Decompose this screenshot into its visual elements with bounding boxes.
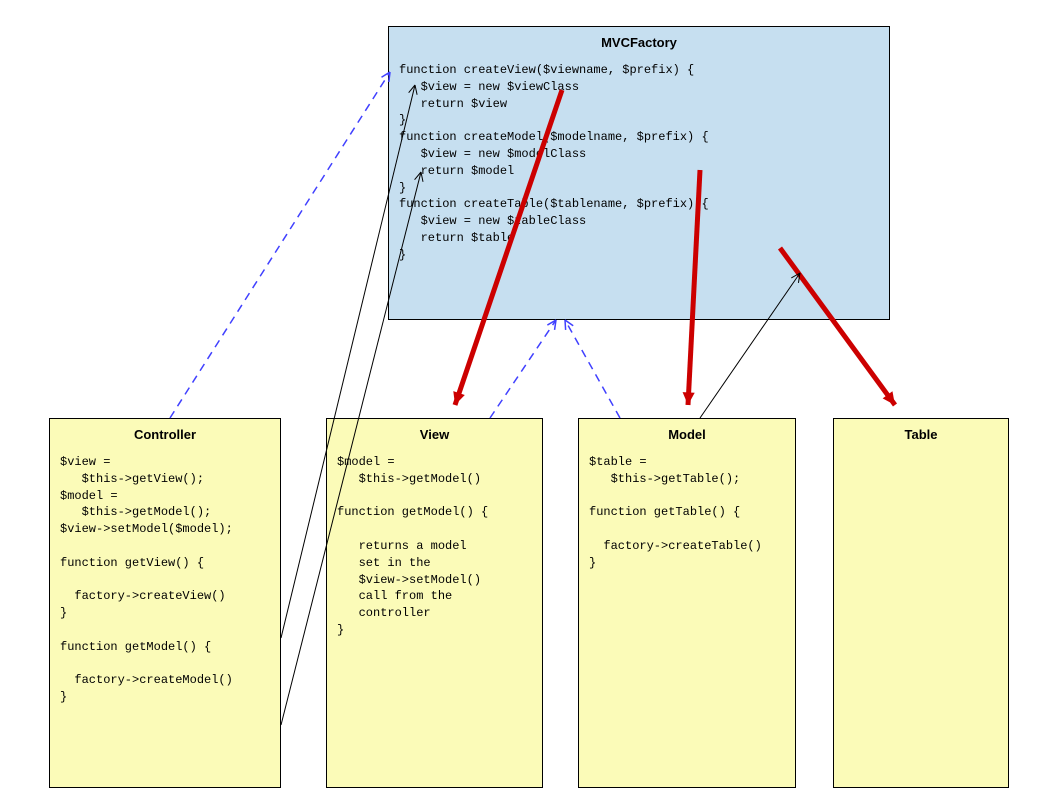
mvcfactory-box: MVCFactory function createView($viewname… bbox=[388, 26, 890, 320]
controller-box: Controller $view = $this->getView(); $mo… bbox=[49, 418, 281, 788]
model-title: Model bbox=[579, 419, 795, 446]
view-code: $model = $this->getModel() function getM… bbox=[327, 446, 542, 647]
factory-to-view-arrowhead bbox=[453, 391, 465, 405]
model-box: Model $table = $this->getTable(); functi… bbox=[578, 418, 796, 788]
view-to-factory-dashed-arrowhead bbox=[555, 320, 556, 330]
view-box: View $model = $this->getModel() function… bbox=[326, 418, 543, 788]
controller-to-factory-dashed-line bbox=[170, 72, 390, 418]
table-title: Table bbox=[834, 419, 1008, 446]
view-title: View bbox=[327, 419, 542, 446]
model-code: $table = $this->getTable(); function get… bbox=[579, 446, 795, 580]
table-box: Table bbox=[833, 418, 1009, 788]
view-to-factory-dashed-line bbox=[490, 320, 556, 418]
factory-to-model-arrowhead bbox=[683, 392, 695, 405]
factory-to-table-arrowhead bbox=[883, 391, 895, 405]
table-code bbox=[834, 446, 1008, 462]
controller-title: Controller bbox=[50, 419, 280, 446]
model-to-factory-dashed-arrowhead bbox=[565, 320, 566, 330]
mvcfactory-title: MVCFactory bbox=[389, 27, 889, 54]
model-to-factory-dashed-line bbox=[565, 320, 620, 418]
mvcfactory-code: function createView($viewname, $prefix) … bbox=[389, 54, 889, 272]
model-to-factory-dashed-arrowhead bbox=[565, 320, 573, 326]
controller-code: $view = $this->getView(); $model = $this… bbox=[50, 446, 280, 714]
view-to-factory-dashed-arrowhead bbox=[547, 320, 556, 325]
